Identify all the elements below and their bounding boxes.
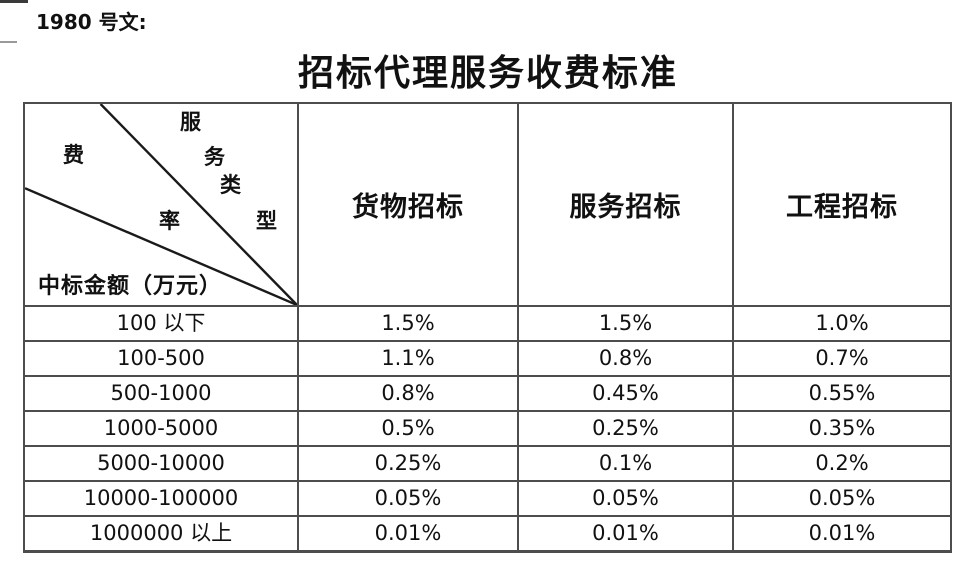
table-row: 1000000 以上 0.01% 0.01% 0.01% [23, 515, 952, 552]
corner-service-type-char-2: 务 [204, 145, 225, 169]
doc-ref: 1980 号文: [36, 10, 147, 34]
fee-rate-value: 0.01% [517, 515, 734, 552]
fee-rate-value: 0.5% [297, 410, 519, 447]
fee-rate-value: 0.25% [297, 445, 519, 482]
table-row: 100 以下 1.5% 1.5% 1.0% [23, 305, 952, 342]
row-amount-range: 100 以下 [23, 305, 299, 342]
fee-rate-value: 1.0% [732, 305, 952, 342]
diagonal-header-cell: 服 务 类 型 费 率 中标金额（万元） [23, 102, 299, 307]
row-amount-range: 500-1000 [23, 375, 299, 412]
corner-fee-rate-char-2: 率 [159, 209, 180, 233]
table-row: 500-1000 0.8% 0.45% 0.55% [23, 375, 952, 412]
header-row: 服 务 类 型 费 率 中标金额（万元） 货物招标 服务招标 工程招标 [23, 102, 952, 307]
fee-rate-value: 0.55% [732, 375, 952, 412]
fee-rate-value: 1.5% [297, 305, 519, 342]
fee-rate-value: 0.35% [732, 410, 952, 447]
row-amount-range: 100-500 [23, 340, 299, 377]
fee-rate-value: 1.5% [517, 305, 734, 342]
diagonal-divider-lines [25, 104, 297, 305]
fee-rate-value: 0.1% [517, 445, 734, 482]
column-header-works: 工程招标 [732, 102, 952, 307]
column-header-services: 服务招标 [517, 102, 734, 307]
fee-rate-value: 0.05% [517, 480, 734, 517]
fee-standard-table: 服 务 类 型 费 率 中标金额（万元） 货物招标 服务招标 工程招标 100 … [23, 102, 952, 553]
row-amount-range: 1000-5000 [23, 410, 299, 447]
scan-artifact-left [0, 41, 17, 43]
table-row: 100-500 1.1% 0.8% 0.7% [23, 340, 952, 377]
fee-rate-value: 0.8% [517, 340, 734, 377]
table-row: 10000-100000 0.05% 0.05% 0.05% [23, 480, 952, 517]
fee-rate-value: 0.05% [732, 480, 952, 517]
corner-amount-label: 中标金额（万元） [38, 273, 223, 298]
diagonal-line-lower [25, 187, 297, 305]
corner-fee-rate-char-1: 费 [63, 143, 84, 167]
fee-rate-value: 0.01% [297, 515, 519, 552]
table-row: 1000-5000 0.5% 0.25% 0.35% [23, 410, 952, 447]
row-amount-range: 10000-100000 [23, 480, 299, 517]
fee-rate-value: 0.7% [732, 340, 952, 377]
column-header-goods: 货物招标 [297, 102, 519, 307]
scan-artifact-top [0, 0, 28, 3]
fee-rate-value: 0.05% [297, 480, 519, 517]
row-amount-range: 5000-10000 [23, 445, 299, 482]
page-title: 招标代理服务收费标准 [297, 53, 678, 93]
corner-service-type-char-1: 服 [180, 110, 201, 134]
row-amount-range: 1000000 以上 [23, 515, 299, 552]
fee-rate-value: 0.2% [732, 445, 952, 482]
table-row: 5000-10000 0.25% 0.1% 0.2% [23, 445, 952, 482]
corner-service-type-char-4: 型 [256, 209, 277, 233]
fee-rate-value: 0.25% [517, 410, 734, 447]
fee-rate-value: 0.8% [297, 375, 519, 412]
corner-service-type-char-3: 类 [220, 173, 241, 197]
fee-table-body: 100 以下 1.5% 1.5% 1.0% 100-500 1.1% 0.8% 0.7% 500… [23, 305, 952, 552]
fee-rate-value: 1.1% [297, 340, 519, 377]
fee-rate-value: 0.01% [732, 515, 952, 552]
fee-rate-value: 0.45% [517, 375, 734, 412]
diagonal-line-upper [99, 104, 297, 305]
